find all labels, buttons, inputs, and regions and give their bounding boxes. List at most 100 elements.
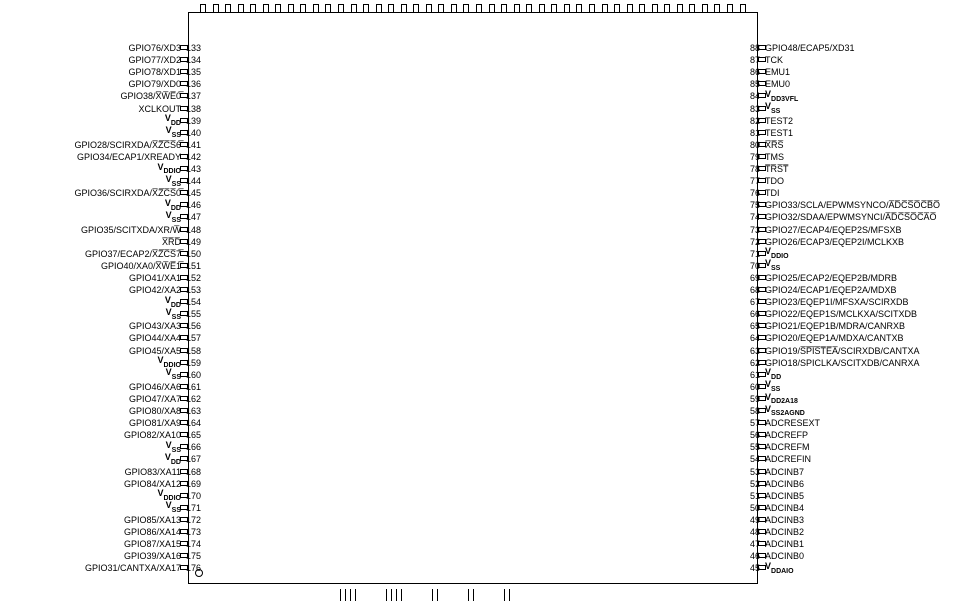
- pin-tick: [180, 202, 188, 207]
- pin-row-right: 82TEST2: [746, 115, 979, 127]
- pin-row-left: GPIO78/XD1135: [0, 66, 200, 78]
- pin-tick: [180, 93, 188, 98]
- pin-tick: [758, 384, 766, 389]
- pin-tick: [758, 517, 766, 522]
- pin-tick: [180, 142, 188, 147]
- pin-tick: [758, 541, 766, 546]
- pin-tick: [758, 130, 766, 135]
- pin-row-left: GPIO35/SCITXDA/XR/W̅148: [0, 224, 200, 236]
- pin-tick: [180, 227, 188, 232]
- pin-row-right: 55ADCREFM: [746, 441, 979, 453]
- pin-label: GPIO43/XA3: [129, 320, 184, 332]
- pin-row-right: 75GPIO33/SCLA/EPWMSYNCO/A̅D̅C̅S̅O̅C̅B̅O̅: [746, 199, 979, 211]
- pin-tick: [180, 372, 188, 377]
- pin-tick: [758, 481, 766, 486]
- pin-tick: [758, 348, 766, 353]
- pin-tick: [180, 69, 188, 74]
- pin-row-left: GPIO87/XA15174: [0, 538, 200, 550]
- pin-label: GPIO27/ECAP4/EQEP2S/MFSXB: [762, 224, 902, 236]
- pin-row-right: 83VSS: [746, 103, 979, 115]
- pin-tick: [758, 287, 766, 292]
- pin-row-left: GPIO79/XD0136: [0, 78, 200, 90]
- pin-label: GPIO33/SCLA/EPWMSYNCO/A̅D̅C̅S̅O̅C̅B̅O̅: [762, 199, 940, 211]
- pin-tick: [180, 287, 188, 292]
- pin-row-right: 61VDD: [746, 369, 979, 381]
- pin-tick: [758, 106, 766, 111]
- pin-row-right: 71VDDIO: [746, 248, 979, 260]
- pin-row-left: GPIO80/XA8163: [0, 405, 200, 417]
- pin-label: GPIO31/CANTXA/XA17: [85, 562, 184, 574]
- pin-label: GPIO86/XA14: [124, 526, 184, 538]
- pin-tick: [180, 130, 188, 135]
- pin-label: ADCREFIN: [762, 453, 811, 465]
- pin-tick: [180, 553, 188, 558]
- pin-tick: [758, 311, 766, 316]
- pin-tick: [180, 541, 188, 546]
- pin-row-right: 76TDI: [746, 187, 979, 199]
- pin-label: GPIO35/SCITXDA/XR/W̅: [81, 224, 184, 236]
- pin-tick: [758, 396, 766, 401]
- pin-tick: [180, 384, 188, 389]
- pin-row-right: 66GPIO22/EQEP1S/MCLKXA/SCITXDB: [746, 308, 979, 320]
- pin-tick: [758, 239, 766, 244]
- pin-row-right: 45VDDAIO: [746, 562, 979, 574]
- pin-tick: [180, 311, 188, 316]
- pin-row-right: 86EMU1: [746, 66, 979, 78]
- pin-tick: [180, 57, 188, 62]
- pin-row-left: GPIO31/CANTXA/XA17176: [0, 562, 200, 574]
- pin-row-right: 57ADCRESEXT: [746, 417, 979, 429]
- pin-label: GPIO78/XD1: [128, 66, 184, 78]
- pin-tick: [180, 45, 188, 50]
- pin-tick: [180, 469, 188, 474]
- pin-row-right: 67GPIO23/EQEP1I/MFSXA/SCIRXDB: [746, 296, 979, 308]
- pin-tick: [758, 432, 766, 437]
- pin-tick: [758, 529, 766, 534]
- pin-label: GPIO24/ECAP1/EQEP2A/MDXB: [762, 284, 897, 296]
- pin-tick: [758, 444, 766, 449]
- pin-tick: [180, 348, 188, 353]
- pin-label: ADCREFP: [762, 429, 808, 441]
- pin-tick: [758, 456, 766, 461]
- pin-label: GPIO32/SDAA/EPWMSYNCI/A̅D̅C̅S̅O̅C̅A̅O̅: [762, 211, 937, 223]
- pin-label: ADCREFM: [762, 441, 810, 453]
- pin-row-right: 53ADCINB7: [746, 466, 979, 478]
- pin-tick: [180, 214, 188, 219]
- chip-body: [188, 12, 758, 584]
- pin-label: GPIO23/EQEP1I/MFSXA/SCIRXDB: [762, 296, 909, 308]
- pin-label: ADCINB6: [762, 478, 804, 490]
- pin-tick: [758, 93, 766, 98]
- pin-row-left: GPIO46/XA6161: [0, 381, 200, 393]
- pin-tick: [180, 432, 188, 437]
- pin-label: GPIO48/ECAP5/XD31: [762, 42, 855, 54]
- pin-tick: [180, 517, 188, 522]
- pin-tick: [180, 239, 188, 244]
- pin-tick: [758, 263, 766, 268]
- pin-label: GPIO44/XA4: [129, 332, 184, 344]
- pin-label: GPIO83/XA11: [125, 466, 184, 478]
- pin-tick: [758, 299, 766, 304]
- pin-tick: [180, 323, 188, 328]
- pin-label: GPIO38/X̅W̅E̅0̅: [120, 90, 184, 102]
- pin-tick: [180, 335, 188, 340]
- pin-row-right: 73GPIO27/ECAP4/EQEP2S/MFSXB: [746, 224, 979, 236]
- pin-tick: [180, 396, 188, 401]
- pin-tick: [758, 469, 766, 474]
- pin-tick: [758, 166, 766, 171]
- pin-tick: [180, 420, 188, 425]
- pin-row-left: VSS140: [0, 127, 200, 139]
- pin-tick: [180, 408, 188, 413]
- pin-row-right: 56ADCREFP: [746, 429, 979, 441]
- pin-tick: [758, 505, 766, 510]
- pin-tick: [180, 275, 188, 280]
- pin-row-right: 48ADCINB2: [746, 526, 979, 538]
- pin-row-left: GPIO39/XA16175: [0, 550, 200, 562]
- pin-tick: [758, 202, 766, 207]
- pin-tick: [758, 81, 766, 86]
- pin-row-right: 88GPIO48/ECAP5/XD31: [746, 42, 979, 54]
- pin-row-right: 69GPIO25/ECAP2/EQEP2B/MDRB: [746, 272, 979, 284]
- pin-tick: [758, 565, 766, 570]
- pin-row-left: GPIO77/XD2134: [0, 54, 200, 66]
- pin-tick: [180, 505, 188, 510]
- pin-label: TEST1: [762, 127, 793, 139]
- pin-row-right: 47ADCINB1: [746, 538, 979, 550]
